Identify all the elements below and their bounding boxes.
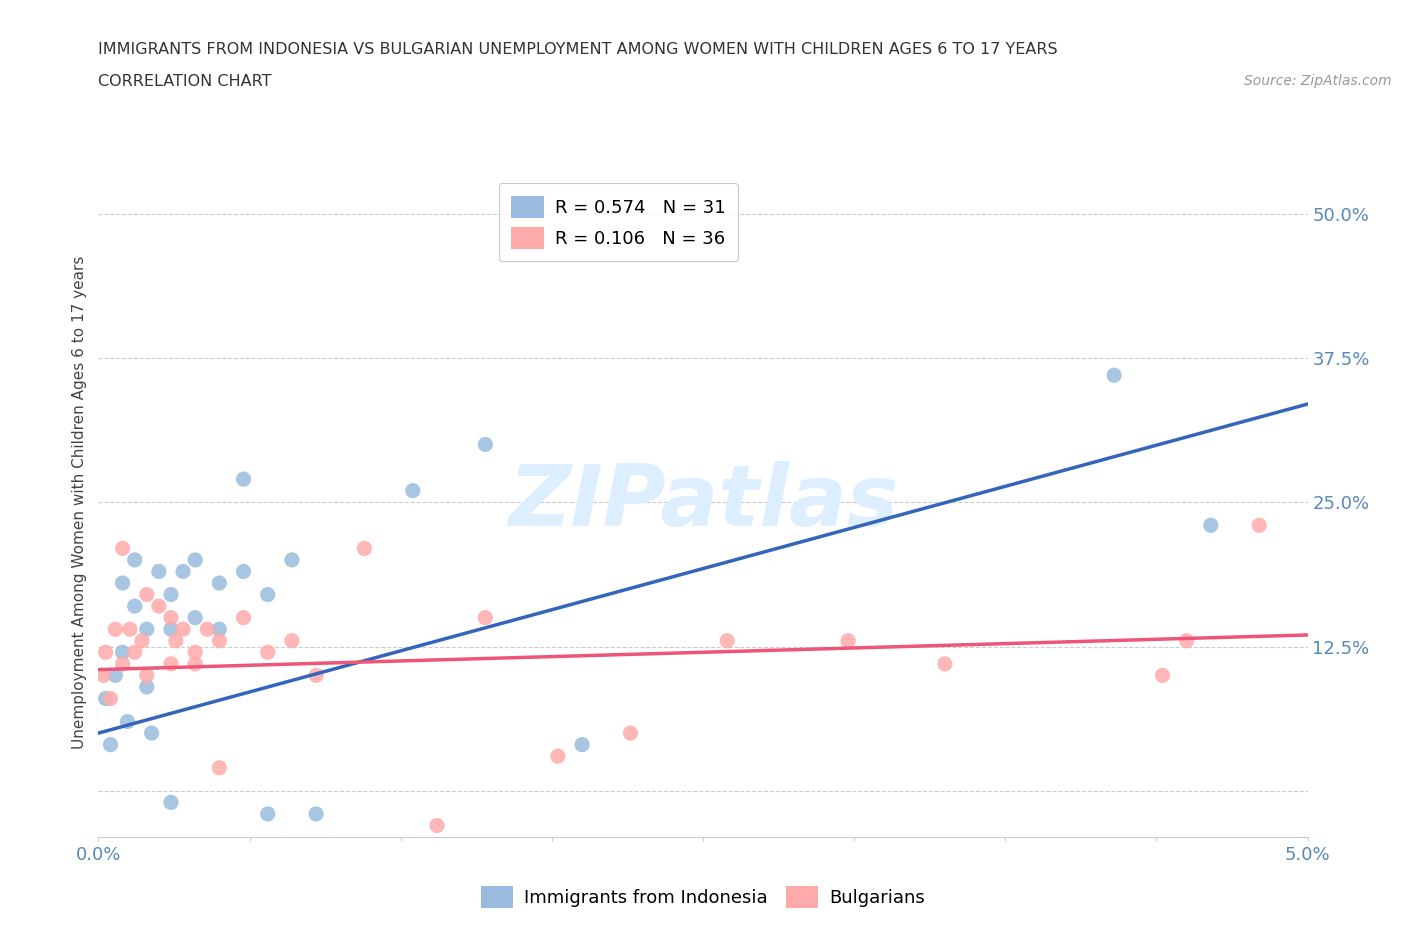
Point (305, 806, 328, 821)
Point (111, 644, 134, 659)
Point (100, 691, 122, 706)
Point (135, 622, 157, 637)
Point (94, 691, 117, 706)
Point (232, 472, 254, 486)
Point (111, 541, 134, 556)
Point (232, 610, 254, 625)
Point (208, 761, 231, 776)
Point (160, 622, 183, 637)
Point (256, 587, 278, 602)
Point (104, 622, 127, 637)
Point (426, 818, 449, 833)
Point (117, 714, 139, 729)
Point (195, 622, 218, 637)
Point (305, 668, 328, 683)
Point (172, 564, 194, 578)
Point (184, 610, 207, 625)
Point (111, 657, 134, 671)
Point (208, 576, 231, 591)
Point (91, 668, 114, 683)
Point (208, 633, 231, 648)
Point (547, 749, 569, 764)
Point (353, 541, 375, 556)
Point (184, 657, 207, 671)
Point (474, 437, 496, 452)
Point (160, 795, 183, 810)
Y-axis label: Unemployment Among Women with Children Ages 6 to 17 years: Unemployment Among Women with Children A… (72, 256, 87, 749)
Point (100, 737, 122, 752)
Point (934, 657, 956, 671)
Point (160, 610, 183, 625)
Point (131, 633, 153, 648)
Point (208, 622, 231, 637)
Point (1175, 633, 1198, 648)
Point (111, 576, 134, 591)
Point (172, 622, 194, 637)
Point (1152, 668, 1174, 683)
Point (160, 587, 183, 602)
Point (135, 680, 157, 695)
Point (184, 644, 207, 659)
Point (1249, 518, 1271, 533)
Point (104, 668, 127, 683)
Point (474, 610, 496, 625)
Point (281, 552, 304, 567)
Text: IMMIGRANTS FROM INDONESIA VS BULGARIAN UNEMPLOYMENT AMONG WOMEN WITH CHILDREN AG: IMMIGRANTS FROM INDONESIA VS BULGARIAN U… (98, 42, 1059, 57)
Point (135, 668, 157, 683)
Point (1199, 518, 1222, 533)
Point (184, 552, 207, 567)
Point (124, 599, 146, 614)
Point (1102, 367, 1125, 382)
Point (232, 564, 254, 578)
Point (94, 644, 117, 659)
Point (256, 644, 278, 659)
Point (402, 484, 425, 498)
Legend: Immigrants from Indonesia, Bulgarians: Immigrants from Indonesia, Bulgarians (474, 879, 932, 915)
Point (148, 599, 170, 614)
Point (135, 587, 157, 602)
Point (256, 806, 278, 821)
Point (148, 564, 170, 578)
Text: ZIPatlas: ZIPatlas (508, 460, 898, 544)
Point (160, 657, 183, 671)
Text: CORRELATION CHART: CORRELATION CHART (98, 74, 271, 89)
Text: Source: ZipAtlas.com: Source: ZipAtlas.com (1244, 74, 1392, 88)
Point (281, 633, 304, 648)
Point (124, 644, 146, 659)
Point (124, 552, 146, 567)
Point (571, 737, 593, 752)
Point (165, 633, 187, 648)
Point (837, 633, 859, 648)
Point (118, 622, 141, 637)
Point (619, 725, 641, 740)
Point (716, 633, 738, 648)
Point (141, 725, 163, 740)
